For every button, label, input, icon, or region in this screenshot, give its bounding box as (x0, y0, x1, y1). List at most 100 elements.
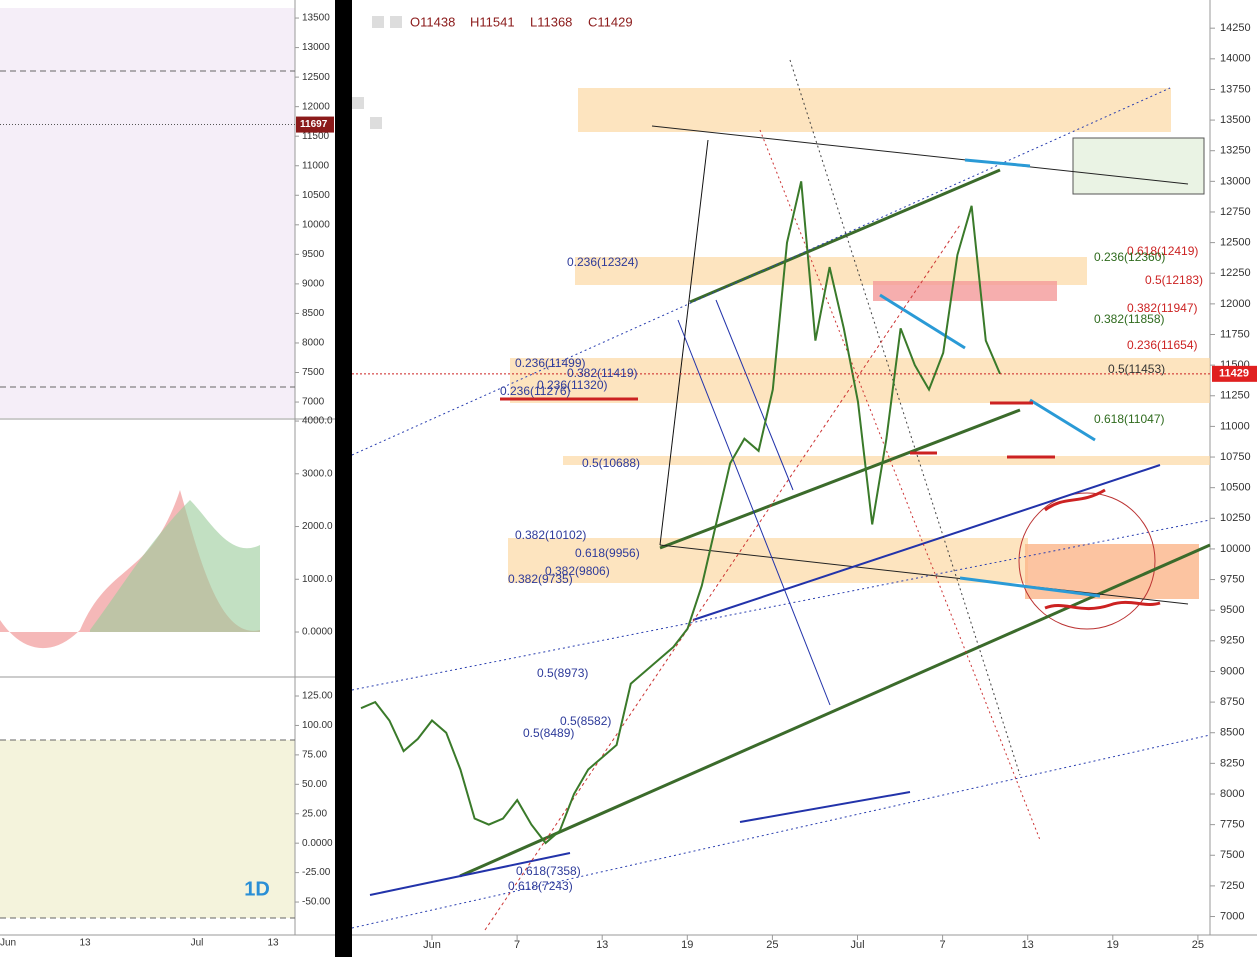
y-tick-label: 8250 (1220, 757, 1244, 769)
y-tick-label: 8000 (1220, 788, 1244, 800)
fib-label: 0.5(8973) (537, 666, 588, 680)
y-tick-label: 14250 (1220, 22, 1251, 34)
fib-label: 0.236(11654) (1127, 338, 1198, 352)
x-tick-label: Jul (191, 938, 204, 949)
channel-line (689, 168, 1001, 304)
fib-label: 0.382(11858) (1094, 312, 1165, 326)
trend-line (484, 224, 961, 931)
y-tick-label: 10500 (1220, 482, 1251, 494)
trend-line (651, 125, 1189, 185)
toolbar-button[interactable] (370, 117, 382, 129)
annotation (1029, 398, 1096, 442)
fib-label: 0.618(7358) (516, 864, 581, 878)
arrow-line (659, 139, 709, 546)
y-tick-label: 9500 (1220, 604, 1244, 616)
y-tick-label: 12250 (1220, 267, 1251, 279)
price-line (360, 181, 1001, 845)
fib-label: 0.382(11419) (567, 366, 638, 380)
ohlc-value: L11368 (530, 14, 572, 29)
y-tick-label: 7500 (302, 367, 325, 378)
y-tick-label: 11000 (302, 160, 330, 171)
annotation (879, 293, 966, 350)
toolbar-button[interactable] (390, 16, 402, 28)
y-tick-label: 8000 (302, 338, 325, 349)
trend-line (739, 791, 911, 823)
trend-line (789, 59, 1021, 776)
toolbar-button[interactable] (372, 16, 384, 28)
y-tick-label: 11750 (1220, 328, 1250, 340)
trend-line (351, 519, 1211, 691)
y-tick-label: 13000 (302, 42, 330, 53)
fib-label: 0.5(11453) (1108, 362, 1165, 376)
y-tick-label: 8500 (302, 308, 325, 319)
price-panel-bg (0, 8, 295, 418)
fib-label: 0.5(12183) (1145, 273, 1203, 287)
y-tick-label: 10250 (1220, 512, 1251, 524)
annotation (959, 576, 1101, 598)
annotation (1044, 488, 1161, 610)
y-tick-label: 75.00 (302, 750, 327, 761)
x-tick-label: 13 (596, 939, 608, 951)
arrow-line (715, 299, 794, 491)
trend-line (759, 129, 1041, 841)
y-tick-label: -25.00 (302, 867, 331, 878)
fib-label: 0.236(12360) (1094, 250, 1165, 264)
y-tick-label: 125.00 (302, 691, 333, 702)
fib-label: 0.382(9735) (508, 572, 573, 586)
y-tick-label: 0.0000 (302, 838, 333, 849)
fib-label: 0.5(8489) (523, 726, 574, 740)
x-tick-label: 13 (267, 938, 279, 949)
y-tick-label: 13500 (1220, 114, 1251, 126)
trend-line (369, 852, 571, 896)
channel-line (459, 543, 1211, 878)
y-tick-label: 7000 (302, 397, 325, 408)
x-tick-label: 25 (1192, 939, 1204, 951)
x-tick-label: 7 (514, 939, 520, 951)
toolbar-button[interactable] (352, 97, 364, 109)
y-tick-label: 12000 (1220, 298, 1251, 310)
x-tick-label: Jun (0, 938, 16, 949)
x-tick-label: 13 (79, 938, 91, 949)
x-tick-label: Jun (423, 939, 441, 951)
circle-annotation (1018, 492, 1156, 630)
ohlc-value: C11429 (588, 14, 633, 29)
y-tick-label: 11000 (1220, 420, 1250, 432)
y-tick-label: -50.00 (302, 897, 331, 908)
y-tick-label: 100.00 (302, 720, 333, 731)
y-tick-label: 14000 (1220, 53, 1251, 65)
zone (578, 88, 1171, 132)
last-price-box (296, 116, 334, 133)
zone (510, 358, 1210, 403)
x-tick-label: 7 (940, 939, 946, 951)
fib-label: 0.5(10688) (582, 456, 640, 470)
fib-label: 0.236(12324) (567, 255, 638, 269)
y-tick-label: 25.00 (302, 808, 327, 819)
interval-label: 1D (244, 878, 270, 900)
annotation (964, 158, 1031, 168)
x-tick-label: 13 (1022, 939, 1034, 951)
zone (873, 281, 1057, 301)
y-tick-label: 10000 (1220, 543, 1251, 555)
trend-line (659, 544, 1189, 605)
y-tick-label: 8750 (1220, 696, 1244, 708)
fib-label: 0.5(8582) (560, 714, 611, 728)
y-tick-label: 10500 (302, 190, 330, 201)
y-tick-label: 10750 (1220, 451, 1251, 463)
fib-label: 0.236(11320) (537, 378, 608, 392)
y-tick-label: 11500 (302, 131, 330, 142)
channel-line (659, 408, 1021, 550)
y-tick-label: 50.00 (302, 779, 327, 790)
y-tick-label: 9000 (1220, 665, 1244, 677)
y-tick-label: 0.0000 (302, 627, 333, 638)
last-price-label: 11429 (1219, 368, 1249, 380)
y-tick-label: 13250 (1220, 145, 1251, 157)
x-tick-label: 19 (681, 939, 693, 951)
fib-label: 0.382(9806) (545, 564, 610, 578)
y-tick-label: 7000 (1220, 910, 1244, 922)
y-tick-label: 13000 (1220, 175, 1251, 187)
last-price-label: 11697 (300, 119, 328, 130)
arrow-line (677, 319, 831, 706)
y-tick-label: 3000.0 (302, 468, 333, 479)
y-tick-label: 2000.0 (302, 521, 333, 532)
